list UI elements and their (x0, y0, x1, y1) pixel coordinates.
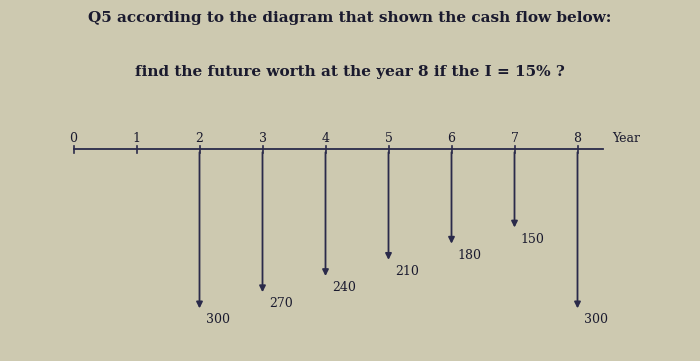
Text: 5: 5 (384, 132, 393, 145)
Text: 300: 300 (584, 313, 608, 326)
Text: 300: 300 (206, 313, 230, 326)
Text: 4: 4 (321, 132, 330, 145)
Text: 3: 3 (258, 132, 267, 145)
Text: 270: 270 (269, 297, 293, 310)
Text: 8: 8 (573, 132, 582, 145)
Text: 0: 0 (69, 132, 78, 145)
Text: 2: 2 (195, 132, 204, 145)
Text: 210: 210 (395, 265, 419, 278)
Text: find the future worth at the year 8 if the I = 15% ?: find the future worth at the year 8 if t… (135, 65, 565, 79)
Text: Year: Year (612, 132, 640, 145)
Text: 7: 7 (510, 132, 519, 145)
Text: 150: 150 (521, 232, 545, 245)
Text: Q5 according to the diagram that shown the cash flow below:: Q5 according to the diagram that shown t… (88, 11, 612, 25)
Text: 240: 240 (332, 281, 356, 294)
Text: 1: 1 (132, 132, 141, 145)
Text: 180: 180 (458, 249, 482, 262)
Text: 6: 6 (447, 132, 456, 145)
